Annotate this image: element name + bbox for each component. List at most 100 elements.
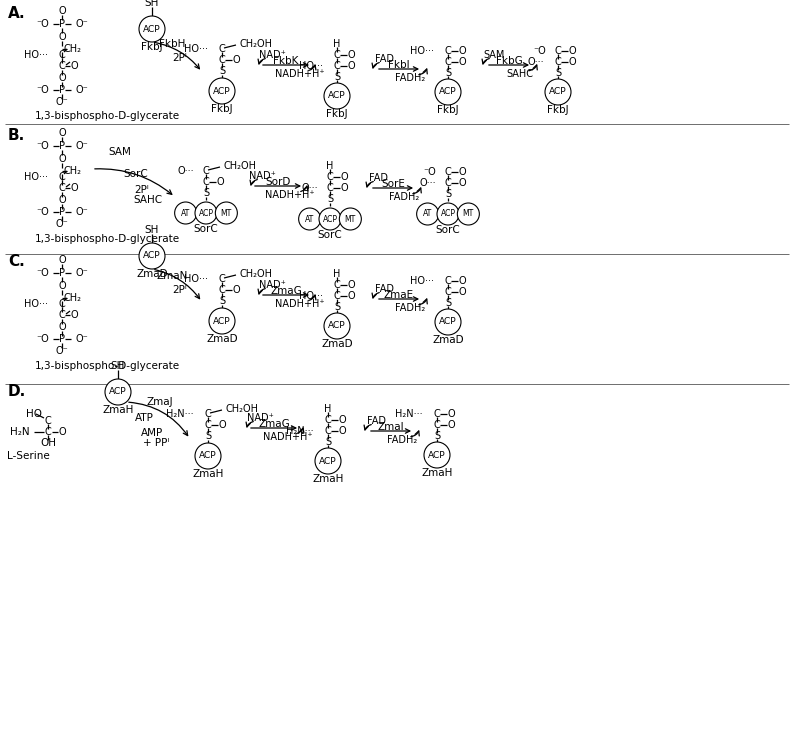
Circle shape — [417, 203, 438, 225]
Text: P: P — [59, 207, 65, 217]
Text: S: S — [555, 68, 561, 78]
Text: C: C — [44, 416, 52, 426]
Text: FADH₂: FADH₂ — [387, 435, 417, 445]
Text: O: O — [232, 285, 240, 295]
Text: C: C — [59, 183, 65, 193]
Text: NAD⁺: NAD⁺ — [247, 413, 273, 423]
Text: 1,3-bisphospho-D-glycerate: 1,3-bisphospho-D-glycerate — [35, 361, 180, 371]
Text: OH: OH — [40, 438, 56, 448]
Text: L-Serine: L-Serine — [6, 451, 49, 461]
Text: S: S — [334, 302, 340, 312]
Text: O: O — [447, 420, 455, 430]
Text: O: O — [447, 409, 455, 419]
Text: C: C — [44, 427, 52, 437]
Text: ZmaJ: ZmaJ — [147, 397, 173, 407]
Text: CH₂OH: CH₂OH — [226, 404, 259, 414]
Text: ACP: ACP — [110, 388, 127, 397]
Text: HO···: HO··· — [410, 46, 434, 56]
Text: FADH₂: FADH₂ — [389, 192, 419, 202]
Text: C: C — [59, 172, 65, 182]
Text: S: S — [205, 431, 211, 441]
Text: ZmaH: ZmaH — [192, 469, 224, 479]
Text: FAD: FAD — [375, 54, 394, 64]
Text: CH₂: CH₂ — [63, 44, 81, 54]
Text: SorC: SorC — [124, 169, 148, 179]
Text: 2Pᴵ: 2Pᴵ — [135, 185, 149, 195]
Text: ZmaH: ZmaH — [422, 468, 453, 478]
Text: ACP: ACP — [319, 457, 337, 466]
Text: C: C — [326, 183, 333, 193]
Text: O: O — [70, 61, 78, 71]
Text: HO···: HO··· — [184, 44, 208, 54]
Text: C: C — [445, 57, 451, 67]
Circle shape — [215, 202, 237, 224]
Circle shape — [139, 16, 165, 42]
Circle shape — [195, 443, 221, 469]
Text: O···: O··· — [177, 166, 194, 176]
Text: CH₂OH: CH₂OH — [224, 161, 257, 171]
Text: ⁻O: ⁻O — [37, 141, 49, 151]
Circle shape — [209, 308, 235, 334]
Circle shape — [435, 309, 461, 335]
Text: O: O — [58, 281, 66, 291]
Text: H₂N···: H₂N··· — [395, 409, 423, 419]
Text: O⁻: O⁻ — [56, 219, 68, 229]
Text: ACP: ACP — [439, 318, 457, 327]
Text: ZmaD: ZmaD — [322, 339, 353, 349]
Text: SorC: SorC — [318, 230, 342, 240]
Text: ⁻O: ⁻O — [423, 167, 436, 177]
Text: C: C — [434, 409, 441, 419]
Text: O: O — [347, 291, 355, 301]
Text: ZmaH: ZmaH — [312, 474, 344, 484]
Text: ZmaE: ZmaE — [384, 290, 414, 300]
Text: C: C — [445, 276, 451, 286]
Text: CH₂: CH₂ — [63, 293, 81, 303]
Text: C: C — [434, 420, 441, 430]
Text: O: O — [458, 276, 466, 286]
Text: S: S — [219, 66, 225, 76]
Text: FADH₂: FADH₂ — [395, 73, 425, 83]
Text: ACP: ACP — [322, 214, 337, 223]
Text: 2Pᴵ: 2Pᴵ — [172, 53, 187, 63]
Text: H: H — [324, 404, 332, 414]
Text: FkbJ: FkbJ — [141, 42, 163, 52]
Text: FAD: FAD — [375, 284, 394, 294]
Text: FkbH: FkbH — [159, 39, 185, 49]
Circle shape — [424, 442, 450, 468]
Text: CH₂: CH₂ — [63, 166, 81, 176]
Text: SorE: SorE — [381, 179, 405, 189]
Text: C: C — [445, 287, 451, 297]
Text: ACP: ACP — [439, 88, 457, 97]
Text: CH₂OH: CH₂OH — [240, 269, 273, 279]
Text: O: O — [340, 172, 348, 182]
Text: SorC: SorC — [194, 224, 218, 234]
Text: SH: SH — [145, 0, 159, 8]
Text: O: O — [458, 57, 466, 67]
Text: O: O — [58, 255, 66, 265]
Text: SAHC: SAHC — [133, 195, 163, 205]
Text: O: O — [58, 73, 66, 83]
Text: 2Pᴵ: 2Pᴵ — [172, 285, 187, 295]
Text: O···: O··· — [302, 183, 318, 193]
Text: HO···: HO··· — [299, 291, 323, 301]
Text: O: O — [58, 195, 66, 205]
Text: SH: SH — [111, 361, 125, 371]
Text: C: C — [445, 46, 451, 56]
Text: HO···: HO··· — [24, 50, 48, 60]
Text: ZmaN: ZmaN — [156, 271, 187, 281]
Text: ACP: ACP — [441, 210, 456, 219]
Circle shape — [545, 79, 571, 105]
Text: O: O — [458, 287, 466, 297]
Text: O⁻: O⁻ — [75, 207, 88, 217]
Circle shape — [175, 202, 197, 224]
Text: O: O — [58, 322, 66, 332]
Circle shape — [457, 203, 480, 225]
Text: O: O — [338, 415, 346, 425]
Text: FAD: FAD — [367, 416, 386, 426]
Circle shape — [437, 203, 459, 225]
Text: C: C — [445, 167, 451, 177]
Text: ZmaD: ZmaD — [206, 334, 238, 344]
Text: SorD: SorD — [265, 177, 291, 187]
Text: ACP: ACP — [328, 92, 346, 100]
Text: A.: A. — [8, 6, 25, 21]
